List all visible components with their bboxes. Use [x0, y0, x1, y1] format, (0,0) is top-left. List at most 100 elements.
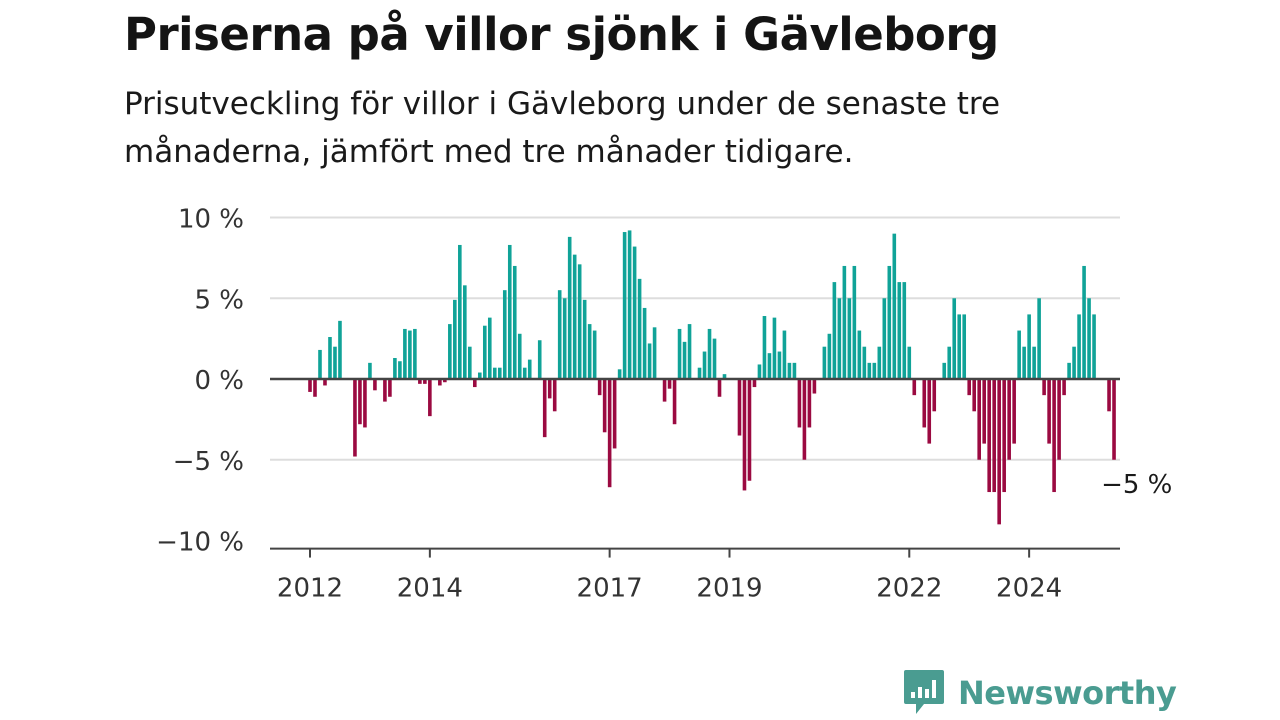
bar — [842, 265, 847, 379]
bar — [852, 265, 857, 379]
bar — [1022, 346, 1026, 379]
bar — [897, 282, 902, 379]
bar — [572, 254, 577, 379]
y-tick-label: −5 % — [173, 447, 244, 477]
bar — [338, 320, 342, 379]
bar — [398, 361, 402, 379]
bar — [1107, 379, 1111, 412]
bar — [887, 265, 892, 379]
bar — [358, 379, 362, 425]
bar — [792, 362, 797, 379]
bar — [577, 264, 582, 379]
bar — [328, 337, 332, 379]
bar — [383, 379, 387, 402]
bar — [473, 379, 477, 388]
x-tick-label: 2024 — [996, 574, 1062, 604]
bar — [1042, 379, 1046, 396]
bar — [1112, 379, 1116, 460]
bar — [552, 379, 557, 412]
bar — [762, 316, 767, 379]
bar — [512, 265, 517, 379]
bar — [527, 359, 532, 379]
bar — [697, 367, 702, 379]
bar — [1087, 298, 1091, 379]
bar — [313, 379, 317, 397]
bar — [542, 379, 547, 438]
x-tick-label: 2017 — [577, 574, 643, 604]
bar — [912, 379, 917, 396]
bar — [448, 324, 452, 379]
bar — [677, 328, 682, 379]
bar — [747, 379, 752, 481]
bar — [637, 278, 642, 379]
bar — [557, 290, 562, 379]
y-tick-label: 5 % — [194, 285, 244, 315]
bar — [1072, 346, 1076, 379]
bar — [667, 379, 672, 389]
bar — [712, 338, 717, 379]
bar — [308, 379, 312, 392]
bar — [592, 330, 597, 379]
bar — [772, 317, 777, 379]
bar — [1047, 379, 1051, 444]
bar — [582, 299, 587, 379]
bar — [458, 244, 462, 379]
bar — [707, 328, 712, 379]
bar — [907, 346, 912, 379]
bar — [468, 346, 472, 379]
bar — [862, 346, 867, 379]
bar — [1007, 379, 1011, 460]
newsworthy-logo-icon — [904, 670, 944, 714]
bar — [682, 341, 687, 379]
bar — [368, 362, 372, 379]
y-tick-label: 10 % — [178, 205, 244, 235]
bar — [602, 379, 607, 433]
x-tick-label: 2014 — [397, 574, 463, 604]
bar — [892, 233, 897, 379]
bar — [522, 367, 527, 379]
bar — [832, 282, 837, 379]
bar — [1032, 346, 1036, 379]
bar — [453, 299, 457, 379]
bar — [1027, 314, 1031, 379]
x-tick-label: 2012 — [277, 574, 343, 604]
bar — [962, 314, 967, 379]
bar — [742, 379, 747, 491]
bar — [647, 343, 652, 379]
bar — [1082, 265, 1086, 379]
bar — [627, 230, 632, 379]
bar — [872, 362, 877, 379]
bar — [408, 330, 412, 379]
bar — [353, 379, 357, 457]
bar — [612, 379, 617, 449]
bar-chart: 10 % 5 % 0 % −5 % −10 % 2012 2014 2017 2019 2022 2… — [156, 205, 1172, 604]
bar — [388, 379, 392, 397]
bar — [957, 314, 962, 379]
bar — [952, 298, 957, 379]
bar — [617, 369, 622, 379]
bar — [982, 379, 986, 444]
bar — [562, 298, 567, 379]
bar — [797, 379, 802, 428]
bar — [822, 346, 827, 379]
bar — [847, 298, 852, 379]
bar — [438, 379, 442, 386]
bar — [997, 379, 1001, 525]
bar — [1067, 362, 1071, 379]
y-tick-label: 0 % — [194, 366, 244, 396]
bar — [757, 364, 762, 379]
bar — [882, 298, 887, 379]
bar — [363, 379, 367, 428]
bar — [972, 379, 977, 412]
bar — [507, 244, 512, 379]
bar — [1017, 330, 1021, 379]
bar — [413, 328, 417, 379]
bar — [967, 379, 972, 396]
bar — [403, 328, 407, 379]
bar — [1092, 314, 1096, 379]
bar — [932, 379, 937, 412]
bar — [607, 379, 612, 488]
bar — [1012, 379, 1016, 444]
bar — [812, 379, 817, 394]
bar — [373, 379, 377, 391]
